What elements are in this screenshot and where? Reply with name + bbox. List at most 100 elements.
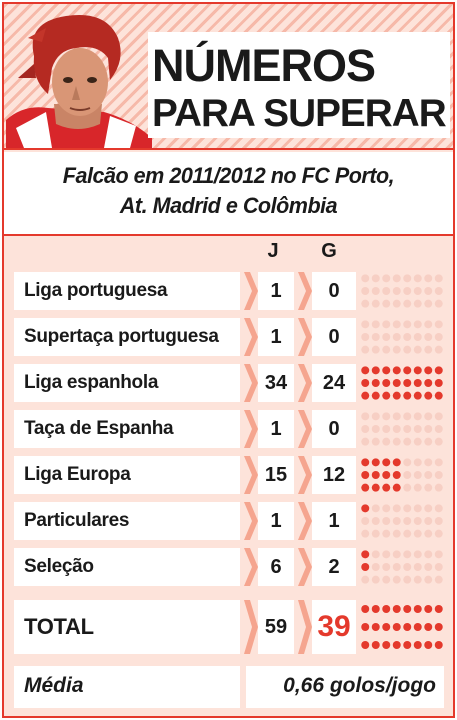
goal-dot [424, 623, 433, 631]
goals-value: 12 [322, 464, 346, 486]
goal-dot [371, 575, 380, 584]
goals-value: 0 [328, 418, 340, 440]
goal-dot [434, 517, 443, 525]
games-value: 1 [270, 326, 282, 348]
games-value: 1 [270, 510, 282, 532]
goal-dot [392, 517, 401, 525]
goal-dot [382, 345, 391, 354]
title-line-2: PARA SUPERAR [152, 92, 447, 135]
goal-dot [434, 299, 443, 308]
goal-dot [371, 425, 380, 433]
goal-dot [424, 391, 433, 400]
row-label-box: Seleção [14, 548, 240, 586]
chevron-games-0 [244, 272, 258, 310]
goal-dot [434, 333, 443, 341]
goal-dot [361, 366, 370, 375]
goal-dot [361, 333, 370, 341]
goal-dot [424, 504, 433, 513]
chevron-goals-total [298, 600, 312, 654]
row-label: Liga Europa [24, 464, 131, 485]
goal-dot [382, 299, 391, 308]
goal-dot [392, 575, 401, 584]
chevron-games-5 [244, 502, 258, 540]
goal-dot [413, 517, 422, 525]
goal-dot [413, 333, 422, 341]
goal-dot [382, 605, 391, 613]
goal-dot [392, 623, 401, 631]
goal-dot [382, 333, 391, 341]
goal-dot [371, 623, 380, 631]
goal-dot [382, 379, 391, 387]
row-label-box: Supertaça portuguesa [14, 318, 240, 356]
goal-dot [434, 391, 443, 400]
goal-dot [392, 550, 401, 559]
goal-dot [403, 504, 412, 513]
goal-dot [371, 550, 380, 559]
goal-dot [382, 641, 391, 649]
row-label: Supertaça portuguesa [24, 326, 219, 347]
goal-dot [424, 483, 433, 492]
goal-dot [434, 412, 443, 421]
goal-dot [413, 641, 422, 649]
goal-dot [434, 504, 443, 513]
goal-dot [434, 471, 443, 479]
goal-dot [361, 412, 370, 421]
header: NÚMEROS PARA SUPERAR [4, 4, 453, 150]
goal-dot [361, 320, 370, 329]
column-header-goals: G [321, 240, 337, 262]
chevron-games-3 [244, 410, 258, 448]
goal-dot [382, 529, 391, 538]
goal-dot [413, 458, 422, 467]
goal-dot [403, 299, 412, 308]
goal-dot [403, 623, 412, 631]
goal-dot [434, 458, 443, 467]
goal-dot [434, 320, 443, 329]
row-label-box: Particulares [14, 502, 240, 540]
goals-cell: 39 [312, 600, 356, 654]
goal-dot [361, 299, 370, 308]
subtitle-line-1: Falcão em 2011/2012 no FC Porto, [62, 163, 395, 188]
goal-dot [392, 345, 401, 354]
row-label-box: TOTAL [14, 600, 240, 654]
average-row: Média 0,66 golos/jogo [14, 666, 444, 708]
goal-dot [403, 517, 412, 525]
goal-dot [371, 529, 380, 538]
games-cell: 1 [258, 502, 294, 540]
goal-dot [361, 391, 370, 400]
goals-cell: 1 [312, 502, 356, 540]
goal-dot [361, 437, 370, 446]
goal-dot [392, 391, 401, 400]
goal-dot [382, 517, 391, 525]
goals-value: 0 [328, 326, 340, 348]
goals-cell: 0 [312, 318, 356, 356]
goal-dot [413, 504, 422, 513]
goal-dot [413, 623, 422, 631]
goal-dot [382, 623, 391, 631]
goal-dot [403, 605, 412, 613]
chevron-goals-1 [298, 318, 312, 356]
goal-dot [403, 550, 412, 559]
goal-dots-5 [361, 504, 443, 538]
goal-dot [424, 274, 433, 283]
goal-dot [382, 425, 391, 433]
goals-cell: 0 [312, 272, 356, 310]
goal-dot [434, 345, 443, 354]
goal-dot [403, 437, 412, 446]
goal-dot [424, 437, 433, 446]
goal-dot [371, 605, 380, 613]
goal-dot [361, 529, 370, 538]
goal-dot [434, 287, 443, 295]
goal-dot [382, 437, 391, 446]
goal-dot [371, 345, 380, 354]
goal-dot [371, 320, 380, 329]
table-row: Particulares 1 1 [14, 502, 444, 540]
goal-dot [424, 458, 433, 467]
goal-dot [434, 550, 443, 559]
chevron-goals-2 [298, 364, 312, 402]
goal-dot [413, 366, 422, 375]
games-value: 34 [264, 372, 288, 394]
goal-dot [413, 299, 422, 308]
goal-dot [361, 641, 370, 649]
goal-dot [434, 563, 443, 571]
goal-dot [382, 274, 391, 283]
